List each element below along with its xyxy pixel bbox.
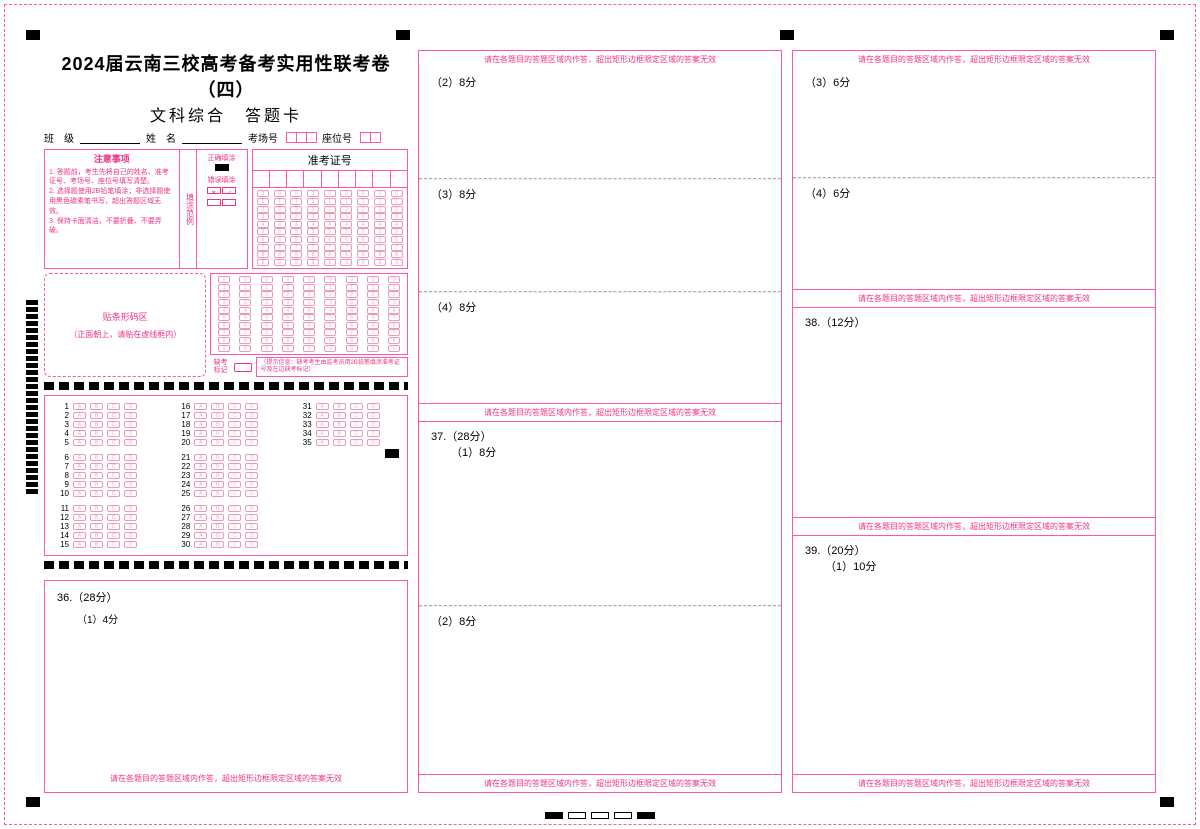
- wrong-mark-icon: [222, 199, 236, 206]
- student-info-line: 班 级 姓 名 考场号 座位号: [44, 130, 408, 145]
- admit-bubble-grid[interactable]: 0123456789012345678901234567890123456789…: [253, 188, 407, 268]
- sub-title: 文科综合 答题卡: [44, 102, 408, 126]
- absent-mark-box[interactable]: [234, 363, 252, 372]
- room-label: 考场号: [248, 130, 278, 145]
- q37-3-label: （3）6分: [793, 68, 1155, 96]
- corner-marker: [26, 797, 40, 807]
- wrong-mark-icon: ✓: [222, 187, 236, 194]
- side-timing-marks: [26, 300, 38, 494]
- timing-strip: [44, 561, 408, 569]
- barcode-strip: 贴条形码区 （正面朝上，请贴在虚线框内） 0123456789012345678…: [44, 273, 408, 377]
- q37-label: 37.（28分） （1）8分: [419, 422, 781, 466]
- admit-digit-row[interactable]: [253, 171, 407, 188]
- warning-text: 请在各题目的答题区域内作答，超出矩形边框限定区域的答案无效: [419, 403, 781, 421]
- multiple-choice-panel: 1ABCD2ABCD3ABCD4ABCD5ABCD6ABCD7ABCD8ABCD…: [44, 395, 408, 556]
- absent-label: 缺考标记: [210, 359, 230, 374]
- name-field[interactable]: [182, 132, 242, 144]
- mc-grid[interactable]: 1ABCD2ABCD3ABCD4ABCD5ABCD6ABCD7ABCD8ABCD…: [53, 402, 399, 549]
- warning-text: 请在各题目的答题区域内作答，超出矩形边框限定区域的答案无效: [793, 517, 1155, 535]
- class-field[interactable]: [80, 132, 140, 144]
- page-marks: [545, 812, 655, 819]
- notice-item: 1. 答题前，考生先将自己的姓名、准考证号、考场号、座位号填写清楚。: [49, 168, 175, 188]
- q36-4-label: （4）8分: [419, 293, 781, 321]
- q38-label: 38.（12分）: [793, 308, 1155, 336]
- warning-text: 请在各题目的答题区域内作答，超出矩形边框限定区域的答案无效: [793, 289, 1155, 307]
- notice-item: 3. 保持卡面清洁，不要折叠、不要弄破。: [49, 217, 175, 237]
- wrong-mark-icon: [207, 199, 221, 206]
- q36-3-label: （3）8分: [419, 180, 781, 208]
- corner-marker: [1160, 30, 1174, 40]
- warning-text: 请在各题目的答题区域内作答，超出矩形边框限定区域的答案无效: [793, 774, 1155, 792]
- notice-item: 2. 选择题使用2B铅笔填涂；非选择题使用黑色碳素笔书写，超出答题区域无效。: [49, 187, 175, 216]
- warning-text: 请在各题目的答题区域内作答，超出矩形边框限定区域的答案无效: [419, 774, 781, 792]
- fill-sample-box: 正确填涂 错误填涂 ✕ ✓: [196, 149, 248, 269]
- barcode-title: 贴条形码区: [103, 310, 148, 323]
- corner-marker: [26, 30, 40, 40]
- wrong-mark-icon: ✕: [207, 187, 221, 194]
- admit-title: 准考证号: [253, 150, 407, 171]
- q37-1-label: （1）8分: [431, 447, 496, 459]
- correct-fill-label: 正确填涂: [200, 153, 244, 164]
- warning-text: 请在各题目的答题区域内作答，超出矩形边框限定区域的答案无效: [419, 51, 781, 68]
- timing-strip: [44, 382, 408, 390]
- name-label: 姓 名: [146, 130, 176, 145]
- filled-mark-icon: [215, 164, 229, 171]
- seat-label: 座位号: [322, 130, 352, 145]
- q39-1-label: （1）10分: [805, 561, 876, 573]
- notice-strip: 注意事项 1. 答题前，考生先将自己的姓名、准考证号、考场号、座位号填写清楚。 …: [44, 149, 408, 269]
- q39-label: 39.（20分） （1）10分: [793, 536, 1155, 580]
- column-1: 2024届云南三校高考备考实用性联考卷（四） 文科综合 答题卡 班 级 姓 名 …: [44, 50, 408, 793]
- q36-label: 36.（28分）: [57, 589, 395, 605]
- warning-text: 请在各题目的答题区域内作答，超出矩形边框限定区域的答案无效: [793, 51, 1155, 68]
- q36-1-label: （1）4分: [57, 611, 395, 626]
- admit-bubble-grid-2[interactable]: 0123456789012345678901234567890123456789…: [210, 273, 408, 355]
- corner-marker: [396, 30, 410, 40]
- fill-example-label: 填涂范例: [179, 149, 197, 269]
- q37-4-label: （4）6分: [793, 179, 1155, 207]
- q36-panel: 36.（28分） （1）4分 请在各题目的答题区域内作答，超出矩形边框限定区域的…: [44, 580, 408, 793]
- barcode-sub: （正面朝上，请贴在虚线框内）: [69, 329, 181, 340]
- q37-2-label: （2）8分: [419, 607, 781, 635]
- seat-boxes[interactable]: [360, 132, 380, 143]
- corner-marker: [780, 30, 794, 40]
- notice-box: 注意事项 1. 答题前，考生先将自己的姓名、准考证号、考场号、座位号填写清楚。 …: [44, 149, 180, 269]
- room-boxes[interactable]: [286, 132, 316, 143]
- admit-lower: 0123456789012345678901234567890123456789…: [210, 273, 408, 377]
- q36-2-label: （2）8分: [419, 68, 781, 96]
- wrong-fill-label: 错误填涂: [200, 175, 244, 186]
- barcode-area[interactable]: 贴条形码区 （正面朝上，请贴在虚线框内）: [44, 273, 206, 377]
- absent-note: （提示信息：缺考考生由监考员用2B铅笔填涂准考证号及左边缺考标记）: [256, 357, 408, 377]
- class-label: 班 级: [44, 130, 74, 145]
- warning-text: 请在各题目的答题区域内作答，超出矩形边框限定区域的答案无效: [57, 769, 395, 784]
- column-3: 请在各题目的答题区域内作答，超出矩形边框限定区域的答案无效 （3）6分 （4）6…: [792, 50, 1156, 793]
- admit-number-box: 准考证号 01234567890123456789012345678901234…: [252, 149, 408, 269]
- notice-title: 注意事项: [49, 153, 175, 166]
- absent-row: 缺考标记 （提示信息：缺考考生由监考员用2B铅笔填涂准考证号及左边缺考标记）: [210, 357, 408, 377]
- column-2: 请在各题目的答题区域内作答，超出矩形边框限定区域的答案无效 （2）8分 （3）8…: [418, 50, 782, 793]
- main-title: 2024届云南三校高考备考实用性联考卷（四）: [44, 50, 408, 102]
- corner-marker: [1160, 797, 1174, 807]
